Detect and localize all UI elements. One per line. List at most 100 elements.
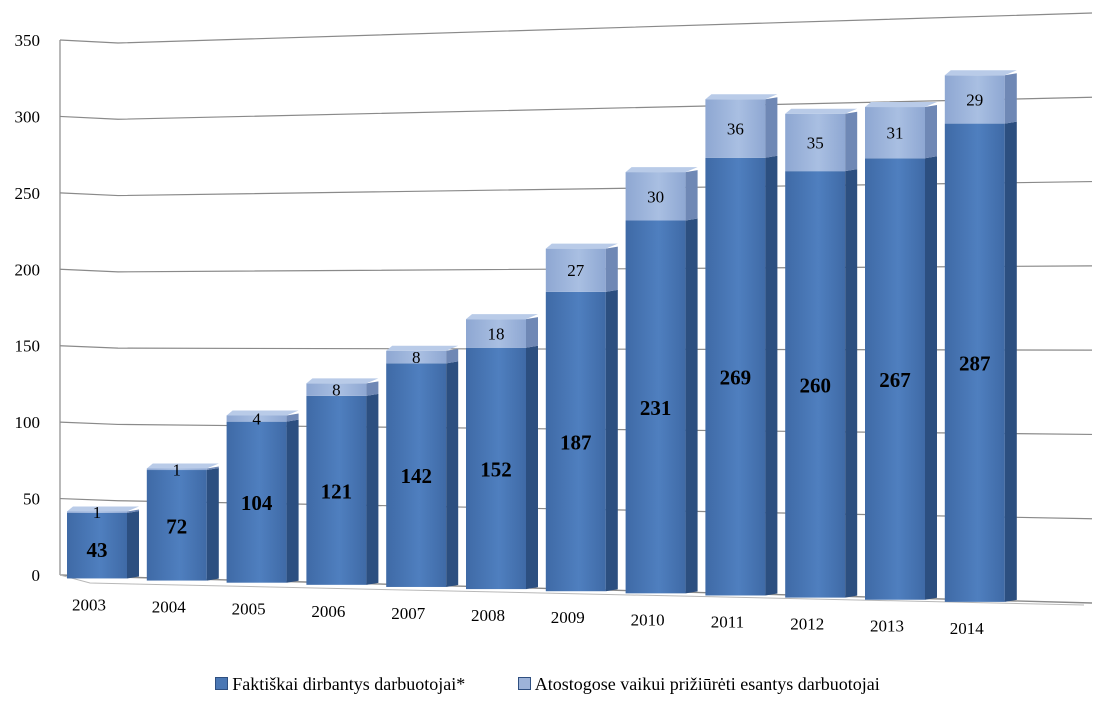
bar-side-series-2: [446, 348, 459, 364]
data-label-series-1: 43: [87, 538, 108, 562]
data-label-series-2: 27: [567, 261, 585, 280]
data-label-series-2: 8: [332, 381, 341, 400]
bar-segment-series-1: [785, 171, 846, 598]
data-label-series-1: 142: [400, 464, 432, 488]
bar-side-series-1: [286, 419, 299, 583]
x-tick-label: 2011: [711, 612, 744, 631]
bar-top: [625, 167, 698, 173]
bar-segment-series-1: [226, 421, 287, 583]
data-label-series-1: 152: [480, 457, 512, 481]
data-label-series-1: 269: [720, 366, 752, 390]
chart-plot-area: 0 50 100 150 200 250 300 350 1 43 1 72 4 104 8 121 8 142…: [15, 12, 1093, 638]
bar-side-series-2: [1004, 73, 1017, 124]
legend-label-series-2: Atostogose vaikui prižiūrėti esantys dar…: [534, 674, 880, 694]
bar-side-series-2: [605, 246, 618, 292]
data-label-series-1: 121: [321, 479, 353, 503]
bar-segment-series-1: [545, 291, 606, 592]
y-tick-label: 200: [15, 260, 41, 279]
data-label-series-1: 267: [879, 368, 911, 392]
bar-top: [944, 70, 1017, 76]
x-tick-label: 2008: [471, 606, 505, 625]
bar-top: [226, 410, 299, 416]
x-tick-label: 2003: [72, 595, 106, 614]
bar-side-series-2: [845, 111, 858, 172]
bar-segment-series-2: [306, 383, 367, 396]
bar-top: [545, 243, 618, 249]
data-label-series-2: 18: [488, 324, 505, 343]
bar-top: [466, 314, 538, 320]
bar-segment-series-1: [705, 157, 766, 596]
bar-side-series-1: [765, 155, 778, 596]
y-tick-label: 100: [15, 413, 41, 432]
bar-top: [67, 506, 139, 512]
x-tick-label: 2009: [551, 608, 585, 627]
y-axis-ticks: 0 50 100 150 200 250 300 350: [15, 31, 41, 585]
bar-segment-series-2: [625, 172, 686, 221]
bar-top: [146, 463, 219, 469]
bars: 1 43 1 72 4 104 8 121 8 142 18 152 27 187 30 231 36 269 35…: [67, 70, 1017, 602]
legend-label-series-1: Faktiškai dirbantys darbuotojai*: [232, 674, 466, 694]
bar-side-series-2: [127, 509, 139, 513]
y-tick-label: 250: [15, 184, 41, 203]
data-label-series-1: 287: [959, 352, 991, 376]
data-label-series-2: 1: [173, 460, 182, 479]
bar-segment-series-2: [705, 99, 766, 158]
data-label-series-2: 30: [647, 187, 664, 206]
bar-side-series-1: [845, 169, 858, 598]
x-axis-ticks: 2003 2004 2005 2006 2007 2008 2009 2010 2011 2012…: [72, 595, 984, 637]
bar-segment-series-2: [865, 107, 925, 159]
x-tick-label: 2005: [232, 600, 266, 619]
bar-side-series-1: [446, 361, 459, 587]
data-label-series-1: 231: [640, 396, 672, 420]
x-tick-label: 2014: [950, 619, 985, 638]
bar-segment-series-2: [226, 415, 287, 422]
bar-side-series-2: [765, 97, 778, 158]
x-tick-label: 2010: [631, 610, 665, 629]
bar-segment-series-1: [146, 470, 207, 581]
bar-segment-series-2: [386, 350, 447, 364]
x-tick-label: 2013: [870, 617, 904, 636]
bar-segment-series-1: [944, 123, 1005, 602]
bar-segment-series-1: [865, 158, 925, 600]
y-tick-label: 350: [15, 31, 41, 50]
bar-side-series-1: [925, 156, 937, 600]
bar-segment-series-1: [625, 220, 686, 594]
bar-segment-series-1: [386, 363, 447, 587]
legend-swatch-series-1: [215, 677, 229, 690]
data-label-series-2: 29: [966, 90, 983, 109]
legend-swatch-series-2: [517, 677, 531, 690]
bar-side-series-2: [286, 413, 299, 422]
bar-segment-series-2: [146, 468, 207, 471]
legend-item-series-1: Faktiškai dirbantys darbuotojai*: [215, 674, 465, 695]
x-tick-label: 2012: [790, 615, 824, 634]
gridline: [59, 180, 1093, 197]
bar-top: [785, 108, 858, 114]
data-label-series-1: 260: [799, 373, 831, 397]
data-label-series-2: 35: [807, 133, 824, 152]
data-label-series-1: 72: [166, 514, 187, 538]
grid-lines: [59, 12, 1093, 606]
data-label-series-2: 8: [412, 348, 421, 367]
bar-side-series-2: [685, 170, 698, 221]
bar-segment-series-2: [785, 113, 846, 172]
bar-side-series-1: [1004, 121, 1017, 602]
data-label-series-2: 4: [252, 410, 261, 429]
data-label-series-2: 31: [887, 124, 904, 143]
data-label-series-2: 36: [727, 119, 744, 138]
bar-segment-series-1: [306, 395, 367, 585]
bar-top: [386, 345, 459, 351]
data-label-series-1: 187: [560, 431, 592, 455]
bar-side-series-2: [526, 317, 538, 348]
data-label-series-1: 104: [241, 491, 273, 515]
y-tick-label: 0: [32, 566, 41, 585]
bar-side-series-2: [206, 466, 219, 471]
bar-side-series-1: [685, 218, 698, 594]
legend-item-series-2: Atostogose vaikui prižiūrėti esantys dar…: [517, 674, 880, 695]
bar-side-series-2: [366, 381, 379, 396]
bar-segment-series-2: [466, 319, 526, 348]
x-tick-label: 2007: [391, 604, 426, 623]
bar-segment-series-1: [67, 512, 127, 579]
bar-segment-series-1: [466, 347, 526, 590]
legend: Faktiškai dirbantys darbuotojai* Atostog…: [0, 674, 1095, 695]
